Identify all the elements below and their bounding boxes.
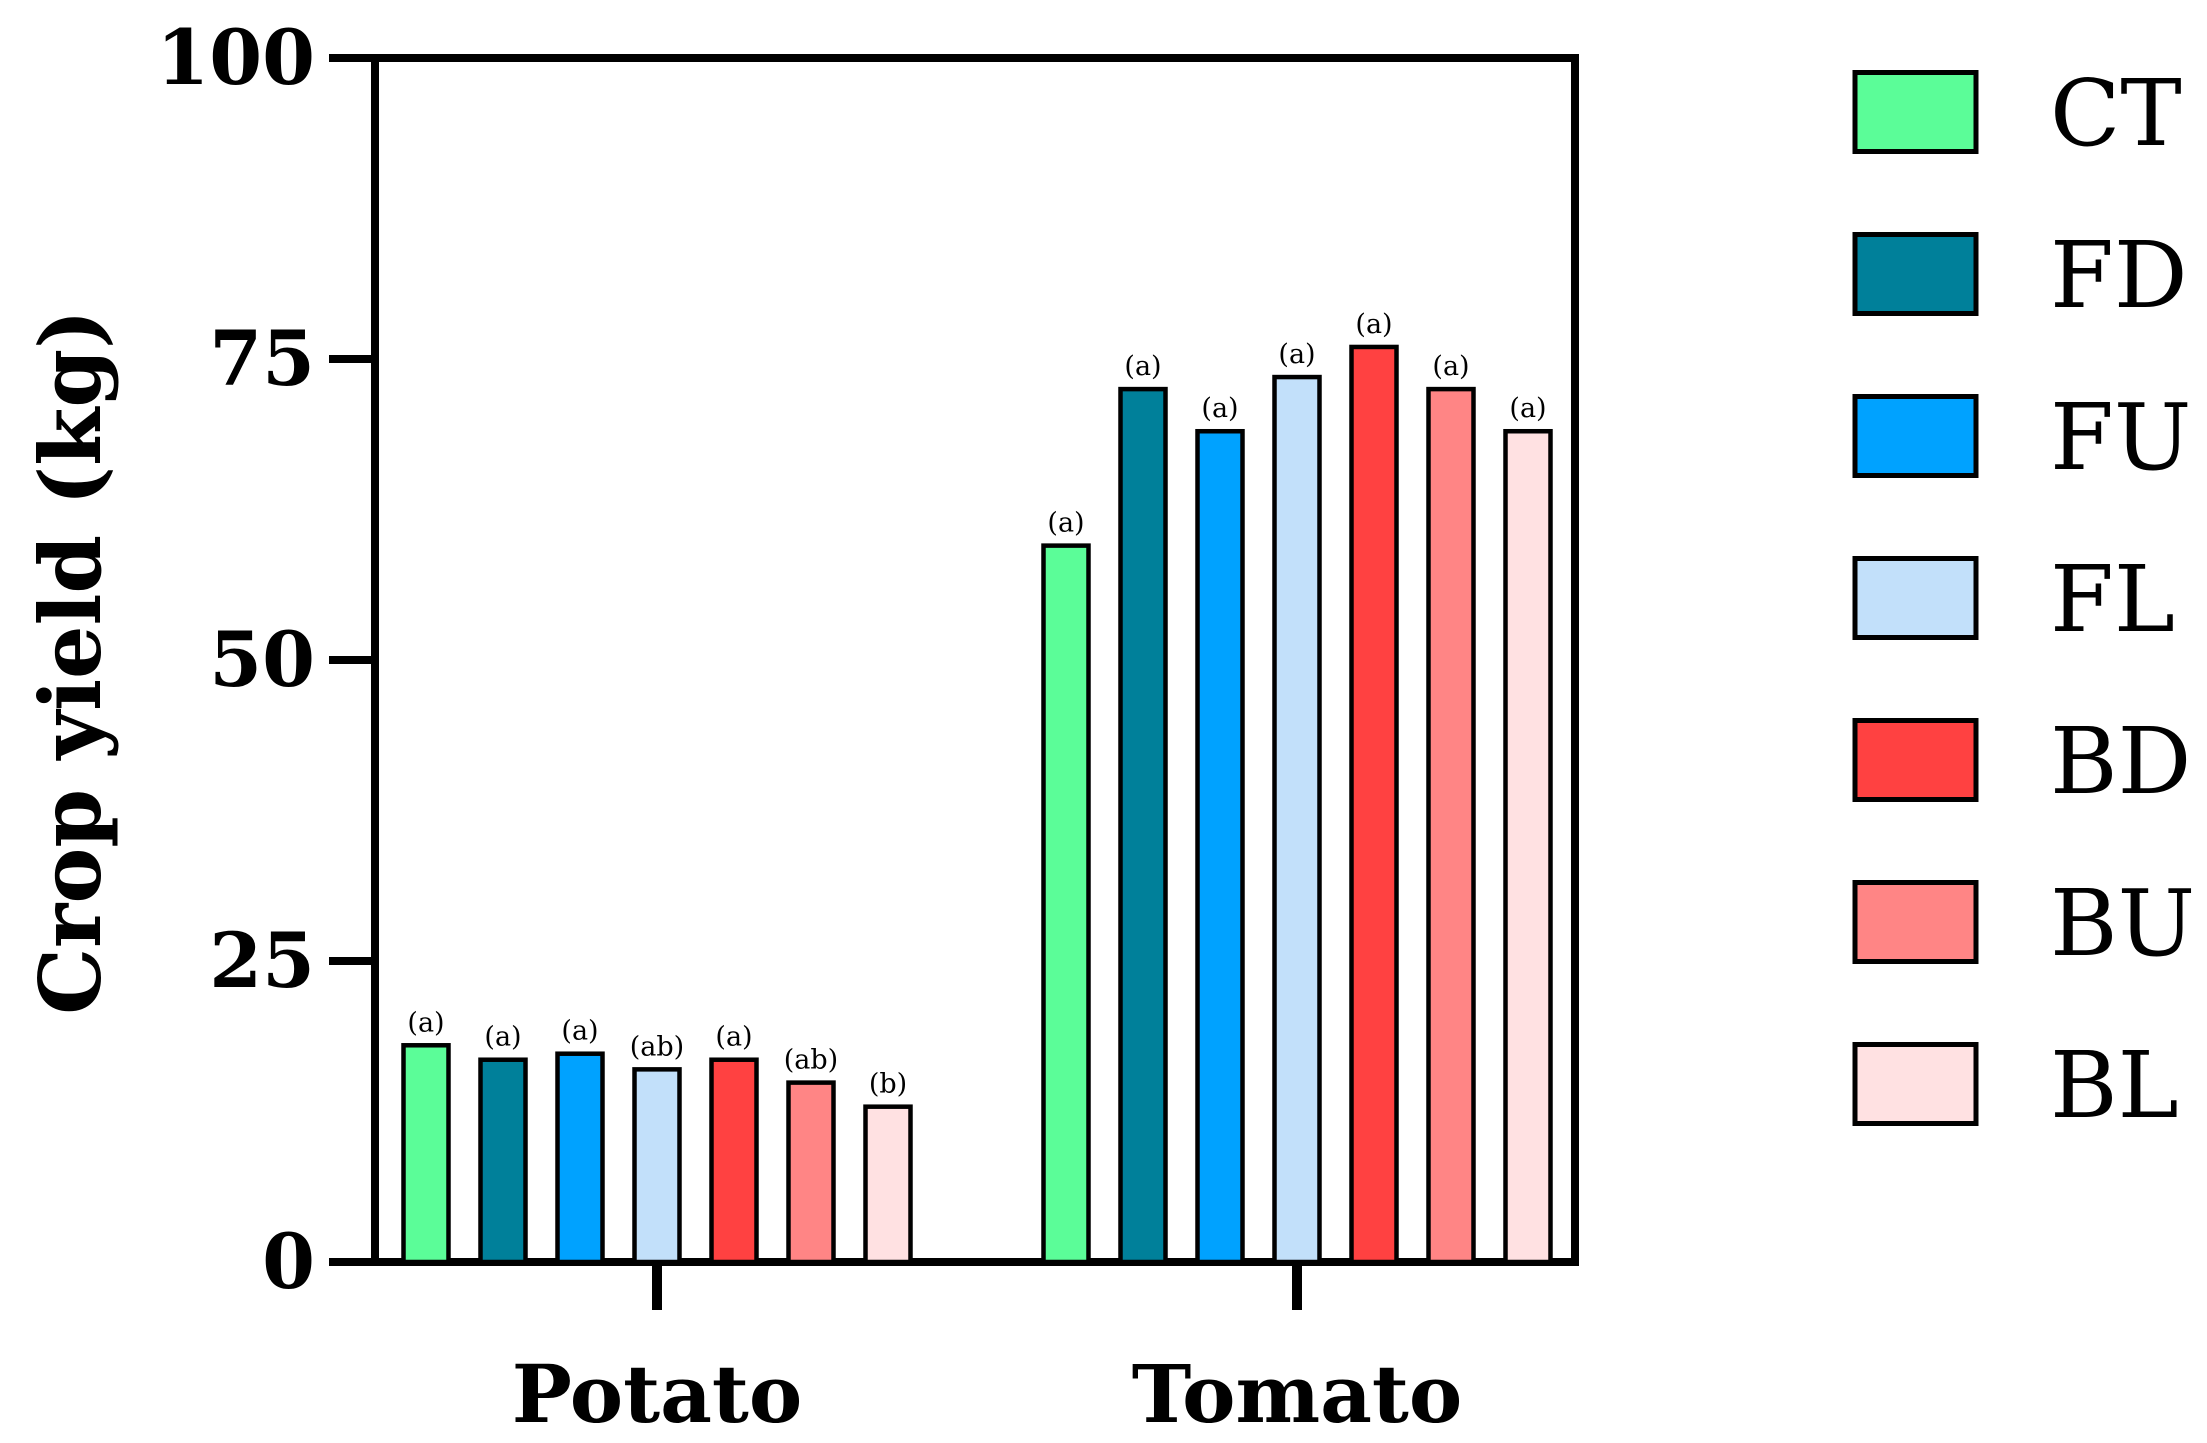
bar-tomato-bd [1349,344,1399,1265]
legend-label-bd: BD [2050,708,2191,815]
legend-swatch-ct [1852,70,1979,154]
significance-label: (a) [1047,508,1084,539]
y-axis-title: Crop yield (kg) [21,309,120,1015]
bar-tomato-bu [1426,386,1476,1265]
x-tick-label: Tomato [1132,1347,1463,1441]
legend-swatch-bl [1852,1042,1979,1126]
legend-label-fd: FD [2050,222,2188,329]
bar-potato-ct [401,1043,451,1265]
significance-label: (a) [561,1016,598,1047]
x-tick-label: Potato [512,1347,802,1441]
bar-tomato-fl [1272,374,1322,1265]
y-tick-label: 100 [156,13,315,102]
bar-tomato-fd [1118,386,1168,1265]
bar-potato-fu [555,1051,605,1265]
significance-label: (a) [1355,309,1392,340]
y-tick-label: 0 [262,1217,315,1306]
bar-potato-fd [478,1057,528,1265]
bar-potato-bu [786,1080,836,1265]
significance-label: (a) [1201,393,1238,424]
legend-label-fu: FU [2050,384,2191,491]
legend-swatch-fl [1852,556,1979,640]
significance-label: (a) [1509,393,1546,424]
legend-label-bu: BU [2050,870,2195,977]
legend-swatch-fd [1852,232,1979,316]
significance-label: (ab) [630,1031,684,1062]
significance-label: (ab) [784,1045,838,1076]
bar-potato-fl [632,1067,682,1265]
bar-potato-bd [709,1057,759,1265]
legend-swatch-fu [1852,394,1979,478]
bar-potato-bl [863,1104,913,1265]
significance-label: (a) [1124,351,1161,382]
bar-tomato-bl [1503,428,1553,1265]
bar-tomato-ct [1041,543,1091,1265]
legend-swatch-bu [1852,880,1979,964]
significance-label: (a) [1278,339,1315,370]
legend-label-bl: BL [2050,1032,2179,1139]
significance-label: (a) [1432,351,1469,382]
bar-tomato-fu [1195,428,1245,1265]
y-tick-label: 50 [209,615,315,704]
significance-label: (a) [715,1022,752,1053]
legend-label-fl: FL [2050,546,2175,653]
significance-label: (a) [484,1022,521,1053]
significance-label: (a) [407,1007,444,1038]
legend-swatch-bd [1852,718,1979,802]
y-tick-label: 25 [209,916,315,1005]
y-tick-label: 75 [209,314,315,403]
legend-label-ct: CT [2050,60,2182,167]
significance-label: (b) [869,1069,907,1100]
